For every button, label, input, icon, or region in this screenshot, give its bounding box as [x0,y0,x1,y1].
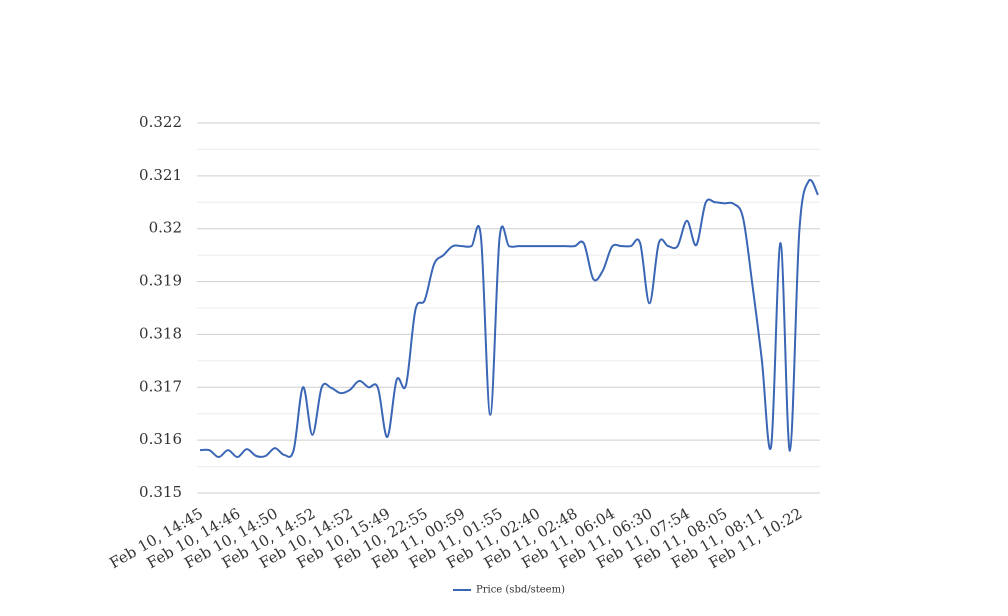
y-tick-label: 0.316 [139,430,182,448]
y-tick-label: 0.32 [149,219,182,237]
legend-label: Price (sbd/steem) [476,585,565,596]
y-tick-label: 0.318 [139,324,182,342]
y-tick-label: 0.321 [139,166,182,184]
y-tick-label: 0.317 [139,377,182,395]
y-tick-label: 0.322 [139,113,182,131]
y-tick-label: 0.315 [139,483,182,501]
price-line [199,178,819,459]
y-tick-label: 0.319 [139,272,182,290]
